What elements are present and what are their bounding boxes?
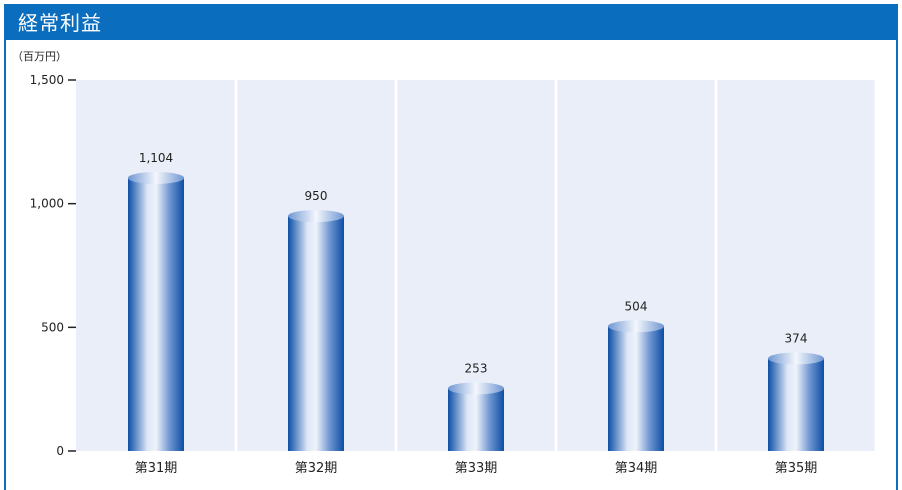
bar — [608, 320, 664, 451]
bar-body — [768, 358, 824, 451]
bar — [128, 171, 184, 451]
bar — [448, 382, 504, 451]
y-tick-label: 1,000 — [30, 197, 64, 211]
bar — [288, 210, 344, 451]
bar-body — [448, 388, 504, 451]
data-label: 504 — [625, 299, 648, 313]
y-tick-label: 500 — [41, 320, 64, 334]
data-label: 1,104 — [139, 151, 173, 165]
chart-title: 経常利益 — [18, 11, 102, 35]
labels: 1,104 第31期 950 第32期 253 第33期 504 第34期 374 第35期 — [135, 151, 818, 476]
bar-top — [768, 352, 824, 365]
y-tick-label: 1,500 — [30, 73, 64, 87]
y-axis: 0 500 1,000 1,500 — [30, 73, 76, 458]
bars — [128, 171, 824, 451]
y-unit-label: （百万円） — [12, 50, 67, 63]
bar-top — [288, 210, 344, 223]
x-tick-label: 第31期 — [135, 461, 178, 476]
x-tick-label: 第32期 — [295, 461, 338, 476]
bar-top — [448, 382, 504, 395]
bar-body — [128, 177, 184, 451]
x-tick-label: 第35期 — [775, 461, 818, 476]
data-label: 374 — [785, 331, 808, 345]
chart-title-bar: 経常利益 — [6, 6, 896, 40]
bar — [768, 352, 824, 451]
bar-body — [288, 216, 344, 451]
bar-top — [128, 171, 184, 184]
x-tick-label: 第33期 — [455, 461, 498, 476]
y-tick-label: 0 — [56, 444, 64, 458]
bar-body — [608, 326, 664, 451]
data-label: 950 — [305, 189, 328, 203]
data-label: 253 — [465, 361, 488, 375]
x-tick-label: 第34期 — [615, 461, 658, 476]
bar-top — [608, 320, 664, 333]
